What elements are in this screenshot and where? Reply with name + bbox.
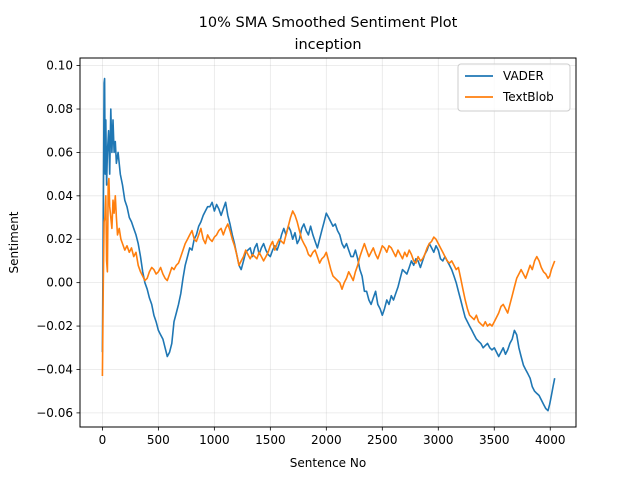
series-line-vader [101,77,556,412]
y-axis-label: Sentiment [7,211,21,273]
axis-ticks: 0 500 1000 1500 2000 2500 3000 3500 4000 −0.06 −0.… [36,59,565,447]
y-tick-label: 0.02 [46,232,73,246]
x-tick-label: 3500 [479,433,510,447]
x-tick-label: 4000 [535,433,566,447]
series-lines [101,77,556,412]
legend: VADER TextBlob [457,63,571,112]
y-tick-label: 0.04 [46,189,73,203]
chart-subtitle: inception [294,37,361,53]
x-tick-label: 0 [99,433,107,447]
x-tick-label: 2000 [311,433,342,447]
y-tick-label: 0.08 [46,102,73,116]
y-tick-label: −0.06 [36,406,73,420]
grid-lines [80,58,576,427]
legend-label-textblob: TextBlob [502,90,554,104]
y-tick-label: 0.00 [46,276,73,290]
x-tick-label: 1500 [255,433,286,447]
series-line-textblob [101,177,556,377]
x-tick-label: 3000 [423,433,454,447]
y-tick-label: 0.06 [46,145,73,159]
x-tick-label: 500 [147,433,170,447]
y-tick-label: 0.10 [46,59,73,73]
x-tick-label: 1000 [199,433,230,447]
plot-area-frame [79,57,577,428]
x-tick-label: 2500 [367,433,398,447]
x-axis-label: Sentence No [290,456,366,470]
legend-label-vader: VADER [503,69,544,83]
y-tick-label: −0.02 [36,319,73,333]
chart-title: 10% SMA Smoothed Sentiment Plot [199,15,458,31]
y-tick-label: −0.04 [36,362,73,376]
